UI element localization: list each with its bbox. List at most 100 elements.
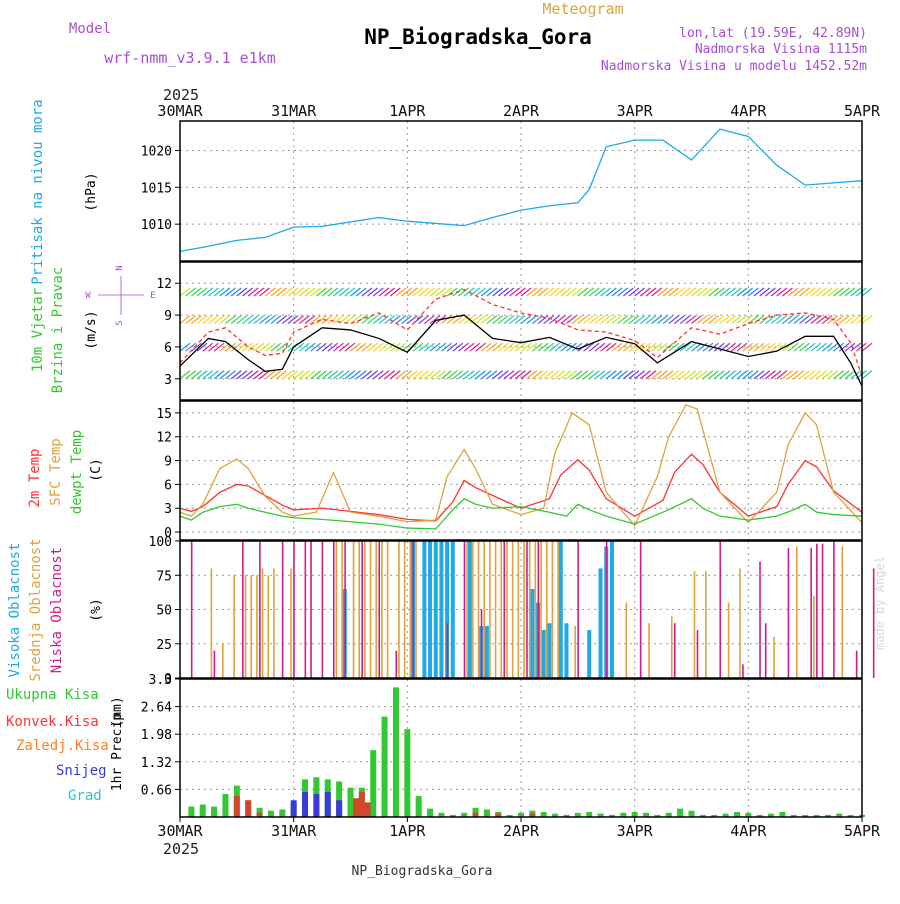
precip-bar <box>495 813 502 817</box>
precip-bar <box>449 814 456 817</box>
wind-barb <box>503 315 515 325</box>
wind-barb <box>350 287 361 297</box>
wind-barb <box>531 287 543 297</box>
wind-barb <box>514 315 526 325</box>
wind-barb <box>230 370 242 380</box>
precip-bar <box>597 813 604 817</box>
wind-barb <box>236 370 248 380</box>
x-tick-label-bottom: 2APR <box>503 822 540 840</box>
wind-barb <box>298 315 310 325</box>
wind-barb <box>412 287 424 297</box>
wind-barb <box>691 287 702 297</box>
wind-barb <box>208 315 219 325</box>
wind-barb <box>560 287 572 297</box>
wind-barb <box>685 370 697 380</box>
wind-barb <box>537 315 549 325</box>
precip-bar <box>506 814 513 817</box>
wind-barb <box>770 315 782 325</box>
wind-barb <box>247 342 259 352</box>
wind-barb <box>543 342 555 352</box>
wind-barb <box>765 287 776 297</box>
wind-barb <box>799 370 810 380</box>
wind-barb <box>742 342 754 352</box>
wind-barb <box>219 370 231 380</box>
wind-barb <box>213 315 225 325</box>
wind-barb <box>674 342 685 352</box>
wind-barb <box>833 370 844 380</box>
wind-barb <box>793 370 805 380</box>
precip-bar <box>733 811 740 817</box>
wind-barb <box>657 370 668 380</box>
wind-barb <box>622 370 634 380</box>
wind-barb <box>185 370 197 380</box>
wind-barb <box>600 370 611 380</box>
precip-bar <box>665 812 672 817</box>
wind-barb <box>401 315 413 325</box>
wind-barb <box>611 342 623 352</box>
x-tick-label-top: 3APR <box>617 102 654 120</box>
precip-bar <box>813 814 820 817</box>
wind-ylabel-2: Brzina i Pravac <box>50 267 66 393</box>
y-tick-label: 0.66 <box>141 783 172 798</box>
wind-barb <box>253 370 265 380</box>
wind-barb <box>679 370 691 380</box>
precip-bar <box>620 812 627 817</box>
wind-barb <box>685 342 697 352</box>
precip-bar <box>364 802 371 817</box>
wind-barb <box>202 287 214 297</box>
wind-barb <box>588 287 600 297</box>
wind-barb <box>645 287 657 297</box>
wind-barb <box>469 287 481 297</box>
wind-barb <box>281 287 293 297</box>
wind-barb <box>583 315 594 325</box>
wind-barb <box>787 287 799 297</box>
precip-bar <box>574 812 581 817</box>
wind-barb <box>622 315 634 325</box>
wind-barb <box>531 315 543 325</box>
wind-barb <box>492 342 503 352</box>
series-line-1 <box>179 288 863 377</box>
wind-barb <box>509 342 521 352</box>
wind-barb <box>225 370 236 380</box>
y-tick-label: 75 <box>156 569 172 584</box>
wind-barb <box>202 315 214 325</box>
panel-frame <box>179 678 863 818</box>
wind-barb <box>435 287 447 297</box>
temp-ylabel-2m: 2m Temp <box>27 448 43 507</box>
wind-barb <box>628 342 640 352</box>
wind-barb <box>628 370 640 380</box>
wind-barb <box>304 287 316 297</box>
precip-bar <box>199 804 206 817</box>
x-tick-label-bottom: 31MAR <box>271 822 317 840</box>
wind-barb <box>520 287 532 297</box>
panel-0: 1010 1015 1020 <box>141 120 863 262</box>
wind-barb <box>810 287 822 297</box>
precip-bar <box>608 814 615 817</box>
wind-barb <box>657 342 668 352</box>
wind-barb <box>480 315 492 325</box>
precip-bar <box>324 791 331 817</box>
wind-barb <box>486 342 498 352</box>
wind-barb <box>537 370 549 380</box>
wind-barb <box>554 342 566 352</box>
wind-barb <box>560 315 572 325</box>
wind-barb <box>617 315 628 325</box>
wind-barb <box>770 370 782 380</box>
wind-barb <box>401 287 413 297</box>
wind-barb <box>617 287 628 297</box>
precip-ylabel: 1hr Precip <box>110 713 125 791</box>
wind-barb <box>236 287 248 297</box>
wind-barb <box>253 287 265 297</box>
x-tick-label-top: 4APR <box>730 102 767 120</box>
wind-barb <box>259 287 270 297</box>
precip-bar <box>756 814 763 817</box>
legend-konvek: Konvek.Kisa <box>6 714 99 730</box>
legend-zaledj: Zaledj.Kisa <box>16 738 109 754</box>
y-tick-label: 12 <box>156 277 172 292</box>
wind-barb <box>588 370 600 380</box>
wind-barb <box>679 342 691 352</box>
wind-barb <box>276 315 287 325</box>
wind-barb <box>247 315 259 325</box>
wind-barb <box>696 287 708 297</box>
wind-barb <box>458 287 469 297</box>
